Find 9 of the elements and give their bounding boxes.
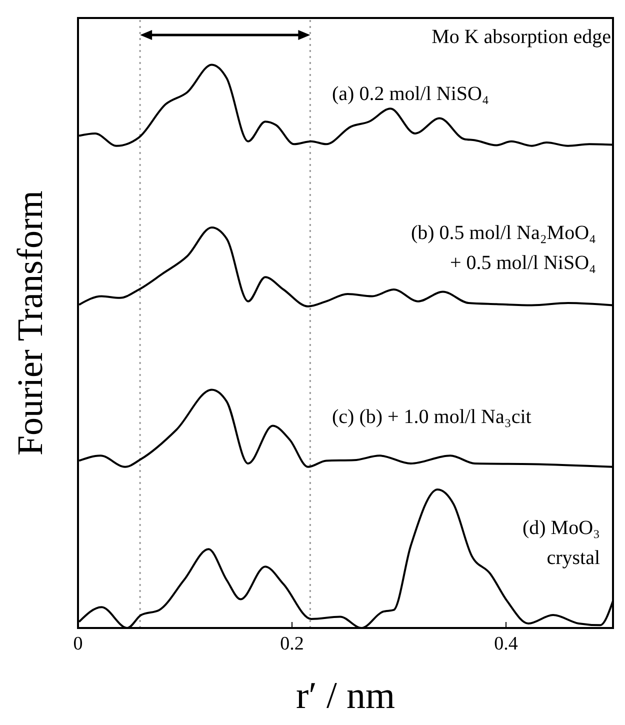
y-axis-title: Fourier Transform bbox=[10, 190, 50, 456]
series-label: (a) 0.2 mol/l NiSO₄ bbox=[332, 83, 489, 105]
series-label: (d) MoO₃ crystal bbox=[522, 517, 600, 569]
x-tick-label: 0.2 bbox=[280, 633, 304, 654]
x-tick-label: 0 bbox=[73, 633, 83, 654]
x-tick-label: 0.4 bbox=[494, 633, 518, 654]
text: Mo K absorption edge bbox=[432, 26, 612, 48]
series-label: (c) (b) + 1.0 mol/l Na₃cit bbox=[332, 406, 532, 428]
series-label: (b) 0.5 mol/l Na₂MoO₄ + 0.5 mol/l NiSO₄ bbox=[410, 222, 596, 274]
